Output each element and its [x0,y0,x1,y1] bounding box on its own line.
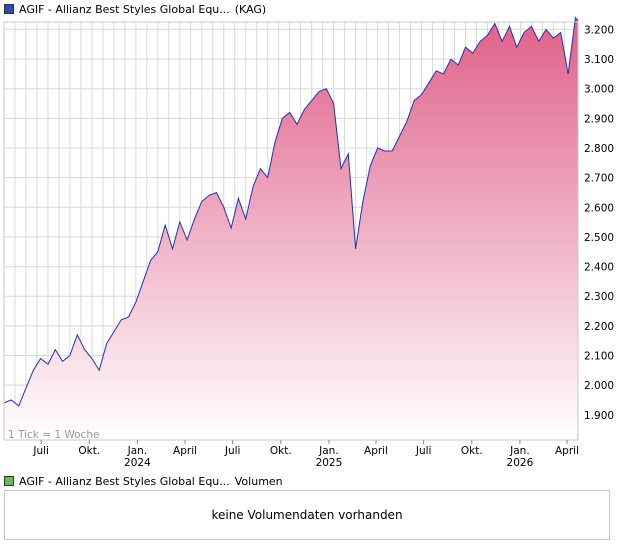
x-tick-label: April [555,445,579,457]
x-tick-label: Juli [224,445,241,457]
x-tick-label: April [364,445,388,457]
y-tick-label: 2.800 [584,143,614,155]
volume-legend-swatch [4,476,14,486]
y-tick-label: 2.600 [584,202,614,214]
y-tick-label: 2.900 [584,113,614,125]
price-legend-suffix: (KAG) [234,2,267,16]
volume-panel: keine Volumendaten vorhanden [4,490,610,540]
y-tick-label: 2.700 [584,173,614,185]
plot-frame [3,21,579,441]
volume-empty-message: keine Volumendaten vorhanden [211,508,403,522]
y-tick-label: 2.300 [584,291,614,303]
y-tick-label: 2.200 [584,321,614,333]
x-tick-label: Okt. [270,445,292,457]
y-tick-label: 3.100 [584,54,614,66]
x-year-label: 2025 [316,457,343,469]
x-tick-label: Jan. [509,445,530,457]
y-axis: 1.900 2.000 2.100 2.200 2.300 2.400 2.500 2.600… [584,24,614,421]
y-tick-label: 3.200 [584,24,614,36]
x-tick-label: Jan. [318,445,339,457]
x-tick-label: Okt. [78,445,100,457]
y-tick-label: 2.400 [584,262,614,274]
volume-legend-suffix: Volumen [234,474,283,488]
y-tick-label: 2.500 [584,232,614,244]
volume-legend: AGIF - Allianz Best Styles Global Equ...… [4,474,283,488]
tick-note: 1 Tick = 1 Woche [8,429,99,441]
price-line [3,16,579,407]
y-tick-label: 2.000 [584,380,614,392]
y-tick-label: 2.100 [584,351,614,363]
price-legend-swatch [4,4,14,14]
x-tick-label: Juli [415,445,432,457]
x-tick-label: Juli [32,445,49,457]
price-legend-title: AGIF - Allianz Best Styles Global Equ... [19,2,230,16]
x-year-label: 2024 [124,457,151,469]
price-chart: 1.900 2.000 2.100 2.200 2.300 2.400 2.500 2.600… [3,16,614,469]
x-tick-label: Okt. [461,445,483,457]
volume-legend-title: AGIF - Allianz Best Styles Global Equ... [19,474,230,488]
x-tick-label: April [173,445,197,457]
x-tick-label: Jan. [127,445,148,457]
price-area [4,17,578,440]
y-tick-label: 1.900 [584,410,614,422]
y-tick-label: 3.000 [584,84,614,96]
x-year-label: 2026 [507,457,534,469]
price-legend: AGIF - Allianz Best Styles Global Equ...… [4,2,266,16]
